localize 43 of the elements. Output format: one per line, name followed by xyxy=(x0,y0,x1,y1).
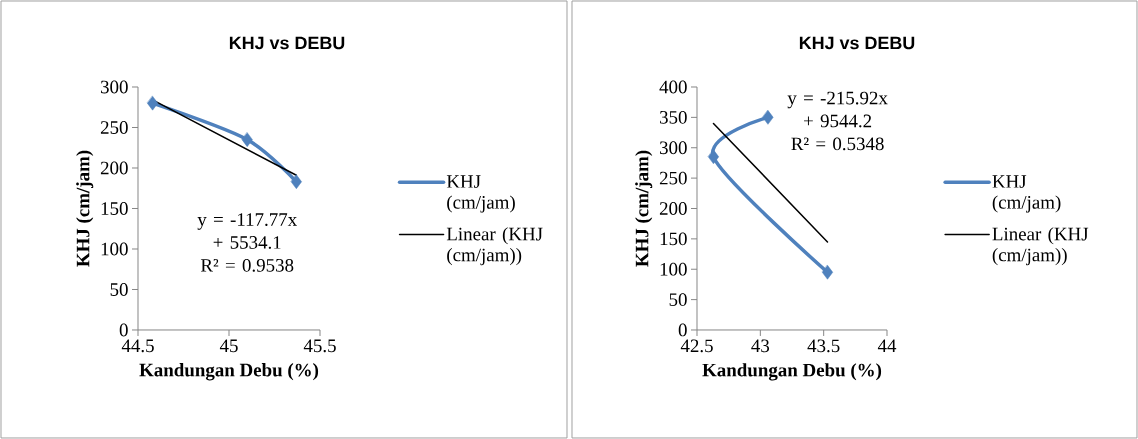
y-tick-label: 0 xyxy=(678,323,687,337)
point xyxy=(762,110,774,125)
y-tick-label: 300 xyxy=(101,80,128,94)
point xyxy=(147,95,159,111)
x-tick-label: 45.5 xyxy=(303,339,336,353)
point xyxy=(707,149,719,165)
y-tick-label: 150 xyxy=(101,202,128,215)
y-axis-title: KHJ (cm/jam) xyxy=(76,150,94,267)
x-tick-label: 42.5 xyxy=(680,339,713,353)
x-tick-label: 44.5 xyxy=(121,339,154,353)
chart-title: KHJ vs DEBU xyxy=(229,36,345,50)
annotation: R² = 0.5348 xyxy=(791,137,884,151)
x-tick-label: 44 xyxy=(877,339,897,352)
y-tick-label: 250 xyxy=(100,121,128,134)
annotation: R² = 0.9538 xyxy=(200,258,294,272)
annotation: y = -117.77x + 5534.1 xyxy=(197,213,297,249)
point xyxy=(290,174,302,190)
x-tick-label: 43 xyxy=(751,339,770,353)
point xyxy=(821,265,833,280)
legend-label: Linear (KHJ (cm/jam)) xyxy=(446,227,543,266)
y-tick-label: 100 xyxy=(660,262,687,276)
y-tick-label: 50 xyxy=(669,293,687,306)
x-axis-title: Kandungan Debu (%) xyxy=(702,363,882,381)
point xyxy=(241,132,253,147)
x-tick-label: 43.5 xyxy=(807,339,840,353)
y-tick-label: 300 xyxy=(660,141,687,155)
y-tick-label: 350 xyxy=(660,110,687,124)
y-axis-title: KHJ (cm/jam) xyxy=(635,150,653,267)
legend-label: KHJ (cm/jam) xyxy=(992,175,1061,213)
y-tick-label: 100 xyxy=(101,242,128,256)
y-tick-label: 400 xyxy=(659,80,687,94)
y-tick-label: 50 xyxy=(110,283,128,296)
y-tick-label: 200 xyxy=(659,202,687,215)
legend-label: KHJ (cm/jam) xyxy=(446,175,515,213)
legend-label: Linear (KHJ (cm/jam)) xyxy=(992,227,1089,266)
x-axis-title: Kandungan Debu (%) xyxy=(139,363,319,381)
annotation: y = -215.92x + 9544.2 xyxy=(787,91,888,128)
y-tick-label: 200 xyxy=(100,161,128,175)
x-tick-label: 45 xyxy=(219,339,238,353)
y-tick-label: 250 xyxy=(659,171,687,185)
y-tick-label: 150 xyxy=(660,232,687,246)
y-tick-label: 0 xyxy=(119,323,128,337)
chart-title: KHJ vs DEBU xyxy=(799,36,915,50)
